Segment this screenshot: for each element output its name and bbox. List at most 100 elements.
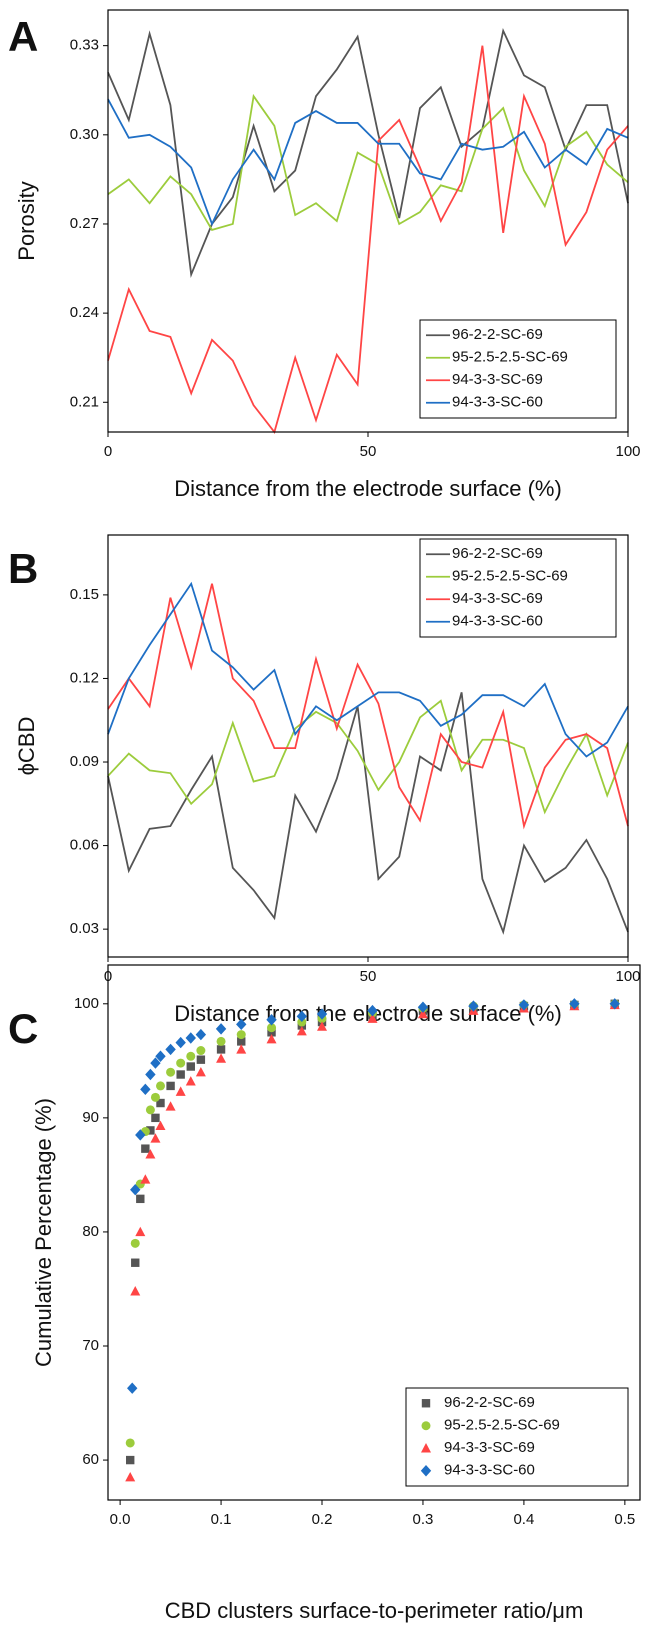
y-tick-label: 0.33 — [70, 37, 99, 54]
marker — [316, 1008, 328, 1020]
marker — [236, 1044, 247, 1054]
marker — [367, 1004, 378, 1017]
legend-label: 94-3-3-SC-60 — [444, 1462, 535, 1479]
marker — [267, 1023, 277, 1033]
y-tick-label: 0.03 — [70, 920, 99, 937]
plot-frame — [107, 534, 629, 958]
marker — [166, 1067, 176, 1077]
marker — [130, 1238, 140, 1248]
y-tick-label: 0.06 — [70, 837, 99, 854]
marker — [150, 1133, 161, 1143]
x-tick-label: 100 — [615, 968, 640, 985]
marker — [266, 1033, 277, 1044]
marker — [126, 1455, 135, 1465]
y-tick-label: 0.12 — [70, 669, 99, 686]
y-tick-label: 0.27 — [70, 215, 99, 232]
marker — [155, 1081, 165, 1091]
legend-frame — [419, 319, 617, 419]
series-line — [107, 27, 629, 279]
marker — [150, 1092, 160, 1102]
legend-label: 94-3-3-SC-69 — [452, 590, 543, 607]
marker — [136, 1194, 145, 1204]
marker — [215, 1023, 227, 1035]
legend-label: 94-3-3-SC-69 — [452, 371, 543, 388]
plot-frame — [107, 9, 629, 433]
legend-label: 94-3-3-SC-60 — [452, 613, 543, 630]
legend-label: 96-2-2-SC-69 — [452, 326, 543, 343]
marker — [421, 1443, 431, 1453]
x-tick-label: 0.2 — [312, 1511, 333, 1528]
legend-label: 95-2.5-2.5-SC-69 — [452, 568, 568, 585]
marker — [125, 1471, 136, 1482]
marker — [145, 1068, 156, 1081]
marker — [175, 1086, 186, 1096]
panel-letter: A — [8, 13, 38, 60]
panel-letter: C — [8, 1005, 38, 1052]
marker — [186, 1051, 196, 1061]
marker — [186, 1062, 195, 1071]
marker — [195, 1028, 207, 1041]
marker — [135, 1226, 146, 1237]
y-tick-label: 0.24 — [70, 304, 99, 321]
marker — [130, 1184, 141, 1196]
marker — [417, 1001, 429, 1013]
plot-frame — [107, 964, 641, 1501]
marker — [266, 1014, 277, 1026]
marker — [127, 1382, 138, 1394]
marker — [417, 1008, 428, 1019]
marker — [166, 1081, 175, 1091]
y-tick-label: 60 — [82, 1451, 99, 1468]
marker — [145, 1149, 156, 1159]
y-axis-label: Cumulative Percentage (%) — [31, 1098, 56, 1367]
marker — [176, 1058, 186, 1068]
marker — [185, 1076, 196, 1086]
legend-label: 94-3-3-SC-69 — [444, 1439, 535, 1456]
x-tick-label: 50 — [360, 443, 377, 460]
marker — [296, 1025, 307, 1036]
legend-label: 95-2.5-2.5-SC-69 — [452, 349, 568, 366]
y-tick-label: 70 — [82, 1337, 99, 1354]
legend-label: 96-2-2-SC-69 — [444, 1394, 535, 1411]
x-tick-label: 100 — [615, 443, 640, 460]
marker — [130, 1286, 141, 1296]
marker — [296, 1010, 308, 1023]
panel-letter: B — [8, 545, 38, 592]
marker — [165, 1043, 176, 1056]
marker — [609, 998, 620, 1010]
x-tick-label: 0.1 — [211, 1511, 232, 1528]
x-axis-label: Distance from the electrode surface (%) — [174, 476, 562, 501]
series-line — [107, 93, 629, 231]
y-tick-label: 90 — [82, 1109, 99, 1126]
marker — [135, 1129, 146, 1141]
marker — [155, 1120, 166, 1131]
y-tick-label: 0.09 — [70, 753, 99, 770]
marker — [141, 1144, 150, 1153]
marker — [420, 1465, 432, 1477]
x-tick-label: 0.3 — [413, 1511, 434, 1528]
series-line — [107, 98, 629, 227]
marker — [196, 1046, 206, 1056]
y-tick-label: 80 — [82, 1223, 99, 1240]
marker — [367, 1013, 378, 1023]
marker — [140, 1083, 151, 1096]
x-tick-label: 0.5 — [614, 1511, 635, 1528]
marker — [421, 1399, 431, 1408]
x-tick-label: 50 — [360, 968, 377, 985]
marker — [267, 1028, 276, 1037]
marker — [236, 1030, 246, 1040]
marker — [150, 1057, 161, 1069]
marker — [569, 998, 580, 1010]
marker — [165, 1101, 176, 1111]
y-tick-label: 100 — [74, 995, 99, 1012]
marker — [195, 1067, 206, 1077]
marker — [156, 1098, 165, 1108]
y-tick-label: 0.30 — [70, 126, 99, 143]
series-line — [107, 45, 629, 434]
series-line — [107, 699, 629, 815]
y-tick-label: 0.15 — [70, 586, 99, 603]
marker — [317, 1021, 328, 1031]
x-tick-label: 0.4 — [513, 1511, 534, 1528]
marker — [185, 1032, 196, 1044]
marker — [297, 1017, 307, 1027]
